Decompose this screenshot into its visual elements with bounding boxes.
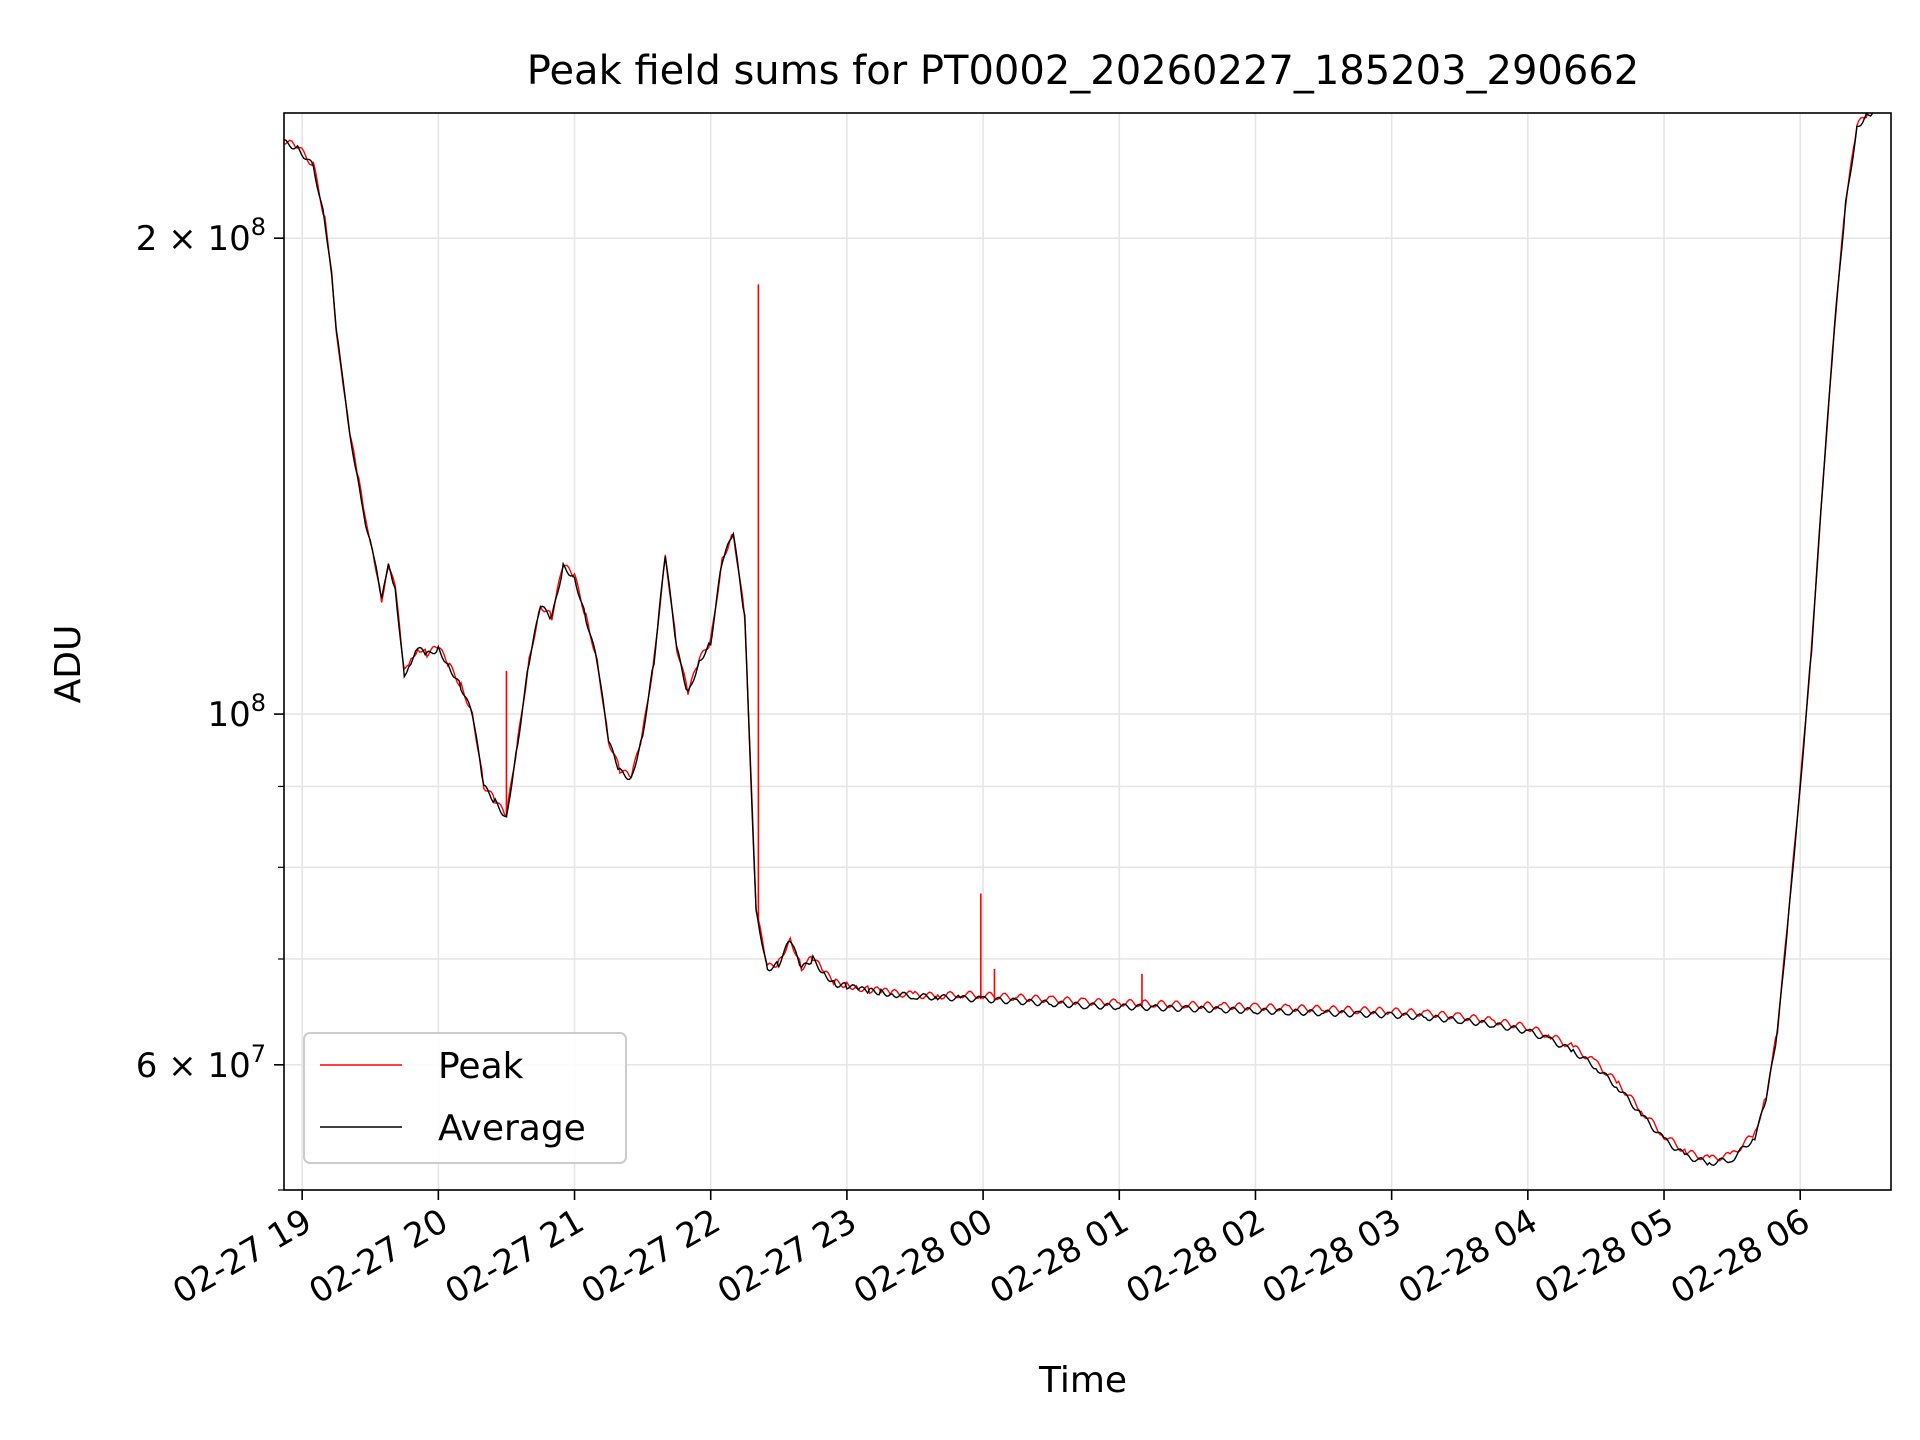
y-tick-label: 6 × 107 [136,1040,266,1086]
axes-frame [283,112,1892,1191]
grid-lines [284,113,1891,1191]
legend-average-label: Average [438,1108,586,1149]
y-tick-label: 2 × 108 [136,213,266,259]
y-tick-label: 108 [207,689,266,735]
peak-series-line [284,113,1869,1162]
y-axis-label: ADU [48,625,89,704]
plot-area [284,113,1874,1167]
legend: Peak Average [303,1032,627,1164]
legend-peak-label: Peak [438,1046,524,1087]
average-series-line [284,113,1874,1167]
chart-title: Peak field sums for PT0002_20260227_1852… [527,48,1639,94]
x-axis-label: Time [1038,1360,1127,1401]
